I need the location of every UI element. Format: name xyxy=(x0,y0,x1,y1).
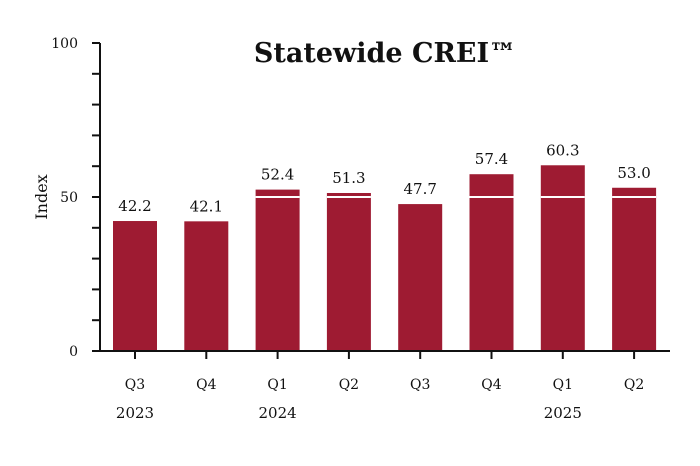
bar xyxy=(469,174,514,351)
data-label: 42.1 xyxy=(190,197,223,215)
axes-layer xyxy=(92,42,670,359)
year-label: 2025 xyxy=(544,404,582,422)
year-label: 2023 xyxy=(116,404,154,422)
labels-layer: 42.2 42.1 52.4 51.3 47.7 57.4 60.3 53.0 0 50 100 Q3… xyxy=(51,36,651,422)
x-tick-label: Q3 xyxy=(125,377,145,393)
x-tick-label: Q1 xyxy=(553,377,573,393)
bar xyxy=(540,165,585,351)
x-tick-label: Q4 xyxy=(481,377,501,393)
x-tick-label: Q1 xyxy=(267,377,287,393)
data-label: 57.4 xyxy=(475,150,508,168)
bar xyxy=(612,187,657,351)
bar xyxy=(255,189,300,351)
y-tick-label: 0 xyxy=(69,344,78,360)
bar xyxy=(326,192,371,351)
x-tick-label: Q4 xyxy=(196,377,216,393)
x-tick-label: Q2 xyxy=(339,377,359,393)
bar xyxy=(184,221,229,351)
data-label: 52.4 xyxy=(261,166,294,184)
bar xyxy=(398,204,443,351)
data-label: 42.2 xyxy=(118,197,151,215)
x-tick-label: Q3 xyxy=(410,377,430,393)
year-label: 2024 xyxy=(259,404,297,422)
data-label: 60.3 xyxy=(546,141,579,159)
data-label: 53.0 xyxy=(617,164,650,182)
bar xyxy=(113,221,157,351)
data-label: 47.7 xyxy=(403,180,436,198)
chart-title: Statewide CREI™ xyxy=(254,38,516,69)
y-tick-label: 50 xyxy=(60,190,78,206)
y-tick-label: 100 xyxy=(51,36,78,52)
bars-layer xyxy=(113,165,657,351)
x-tick-label: Q2 xyxy=(624,377,644,393)
data-label: 51.3 xyxy=(332,169,365,187)
y-axis-title: Index xyxy=(32,174,51,219)
